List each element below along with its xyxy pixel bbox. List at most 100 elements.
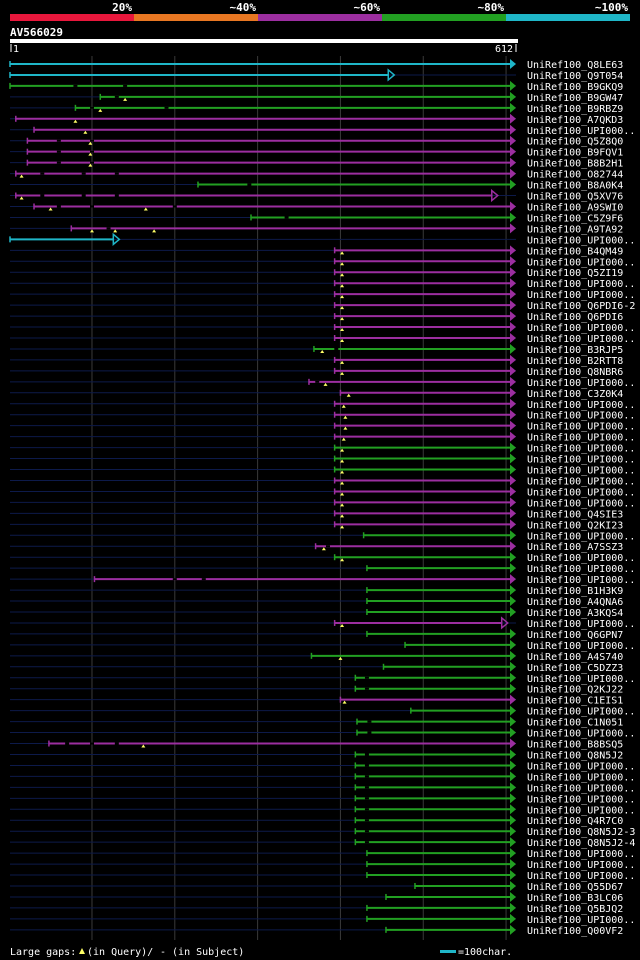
hit-label[interactable]: UniRef100_Q00VF2 (527, 926, 623, 937)
hit-row[interactable]: UniRef100_UPI000.. (10, 552, 635, 564)
hit-label[interactable]: UniRef100_B8A0K4 (527, 181, 623, 192)
hit-label[interactable]: UniRef100_UPI000.. (527, 455, 635, 466)
hit-label[interactable]: UniRef100_UPI000.. (527, 323, 635, 334)
hit-label[interactable]: UniRef100_A4QNA6 (527, 597, 623, 608)
hit-row[interactable]: UniRef100_Q4R7C0 (10, 815, 623, 827)
hit-row[interactable]: UniRef100_O82744 (10, 168, 623, 181)
hit-label[interactable]: UniRef100_A4S740 (527, 652, 623, 663)
hit-row[interactable]: UniRef100_UPI000.. (10, 616, 635, 630)
hit-label[interactable]: UniRef100_A3KQS4 (527, 608, 623, 619)
hit-row[interactable]: UniRef100_UPI000.. (10, 376, 635, 389)
hit-row[interactable]: UniRef100_UPI000.. (10, 639, 635, 652)
hit-row[interactable]: UniRef100_Q8NBR6 (10, 365, 623, 378)
hit-row[interactable]: UniRef100_UPI000.. (10, 333, 635, 345)
hit-label[interactable]: UniRef100_UPI000.. (527, 729, 635, 740)
hit-label[interactable]: UniRef100_Q4SIE3 (527, 509, 623, 520)
hit-label[interactable]: UniRef100_UPI000.. (527, 487, 635, 498)
hit-row[interactable]: UniRef100_C5DZZ3 (10, 661, 623, 674)
hit-label[interactable]: UniRef100_Q5ZI19 (527, 268, 623, 279)
hit-label[interactable]: UniRef100_Q5XV76 (527, 192, 623, 203)
hit-row[interactable]: UniRef100_UPI000.. (10, 409, 635, 422)
hit-row[interactable]: UniRef100_A4S740 (10, 650, 623, 663)
hit-row[interactable]: UniRef100_UPI000.. (10, 848, 635, 860)
hit-row[interactable]: UniRef100_A7QKD3 (10, 113, 623, 126)
hit-label[interactable]: UniRef100_UPI000.. (527, 378, 635, 389)
hit-label[interactable]: UniRef100_UPI000.. (527, 860, 635, 871)
hit-label[interactable]: UniRef100_UPI000.. (527, 290, 635, 301)
hit-label[interactable]: UniRef100_C5Z9F6 (527, 213, 623, 224)
hit-row[interactable]: UniRef100_B8B2H1 (10, 157, 623, 170)
hit-label[interactable]: UniRef100_UPI000.. (527, 575, 635, 586)
hit-label[interactable]: UniRef100_UPI000.. (527, 466, 635, 477)
hit-label[interactable]: UniRef100_UPI000.. (527, 564, 635, 575)
hit-label[interactable]: UniRef100_UPI000.. (527, 619, 635, 630)
hit-label[interactable]: UniRef100_UPI000.. (527, 531, 635, 542)
hit-row[interactable]: UniRef100_B3LC06 (10, 891, 623, 904)
hit-row[interactable]: UniRef100_UPI000.. (10, 322, 635, 334)
hit-label[interactable]: UniRef100_UPI000.. (527, 641, 635, 652)
hit-label[interactable]: UniRef100_C3Z0K4 (527, 389, 623, 400)
hit-row[interactable]: UniRef100_B8BSQ5 (10, 738, 623, 751)
hit-label[interactable]: UniRef100_UPI000.. (527, 411, 635, 422)
hit-label[interactable]: UniRef100_B4QM49 (527, 246, 623, 257)
hit-row[interactable]: UniRef100_UPI000.. (10, 705, 635, 718)
hit-row[interactable]: UniRef100_UPI000.. (9, 232, 635, 246)
hit-label[interactable]: UniRef100_Q4R7C0 (527, 816, 623, 827)
hit-label[interactable]: UniRef100_Q8NBR6 (527, 367, 623, 378)
hit-row[interactable]: UniRef100_A7SSZ3 (10, 541, 623, 553)
hit-label[interactable]: UniRef100_A9TA92 (527, 224, 623, 235)
hit-label[interactable]: UniRef100_Q8N5J2-4 (527, 838, 635, 849)
hit-row[interactable]: UniRef100_B4QM49 (10, 245, 623, 257)
hit-row[interactable]: UniRef100_UPI000.. (10, 278, 635, 290)
hit-label[interactable]: UniRef100_UPI000.. (527, 444, 635, 455)
hit-row[interactable]: UniRef100_UPI000.. (10, 398, 635, 411)
hit-label[interactable]: UniRef100_B9GKQ9 (527, 82, 623, 93)
hit-row[interactable]: UniRef100_Q8N5J2 (10, 749, 623, 761)
hit-label[interactable]: UniRef100_UPI000.. (527, 805, 635, 816)
hit-label[interactable]: UniRef100_B8B2H1 (527, 159, 623, 170)
hit-label[interactable]: UniRef100_UPI000.. (527, 674, 635, 685)
hit-row[interactable]: UniRef100_UPI000.. (10, 420, 635, 433)
hit-row[interactable]: UniRef100_Q8LE63 (9, 59, 623, 71)
hit-row[interactable]: UniRef100_Q5ZI19 (10, 267, 623, 279)
hit-row[interactable]: UniRef100_B9FQV1 (10, 146, 623, 159)
hit-label[interactable]: UniRef100_UPI000.. (527, 783, 635, 794)
hit-row[interactable]: UniRef100_Q5Z8Q0 (10, 135, 623, 148)
hit-label[interactable]: UniRef100_B9RBZ9 (527, 104, 623, 115)
hit-label[interactable]: UniRef100_UPI000.. (527, 498, 635, 509)
hit-label[interactable]: UniRef100_Q5BJQ2 (527, 904, 623, 915)
hit-row[interactable]: UniRef100_UPI000.. (10, 804, 635, 816)
hit-label[interactable]: UniRef100_B2RTT8 (527, 356, 623, 367)
hit-label[interactable]: UniRef100_UPI000.. (527, 871, 635, 882)
hit-label[interactable]: UniRef100_UPI000.. (527, 433, 635, 444)
hit-row[interactable]: UniRef100_B9RBZ9 (10, 102, 623, 115)
hit-row[interactable]: UniRef100_UPI000.. (10, 760, 635, 772)
hit-row[interactable]: UniRef100_UPI000.. (10, 913, 635, 926)
hit-row[interactable]: UniRef100_UPI000.. (10, 574, 635, 586)
hit-row[interactable]: UniRef100_UPI000.. (10, 782, 635, 794)
hit-label[interactable]: UniRef100_UPI000.. (527, 235, 635, 246)
hit-label[interactable]: UniRef100_UPI000.. (527, 915, 635, 926)
hit-label[interactable]: UniRef100_Q2KI23 (527, 520, 623, 531)
hit-row[interactable]: UniRef100_B8A0K4 (10, 179, 623, 192)
hit-row[interactable]: UniRef100_Q5XV76 (10, 188, 623, 203)
hit-row[interactable]: UniRef100_UPI000.. (10, 771, 635, 783)
hit-row[interactable]: UniRef100_A9SWI0 (10, 201, 623, 213)
hit-row[interactable]: UniRef100_A9TA92 (10, 223, 623, 235)
hit-row[interactable]: UniRef100_UPI000.. (10, 727, 635, 740)
hit-label[interactable]: UniRef100_Q55D67 (527, 882, 623, 893)
hit-row[interactable]: UniRef100_UPI000.. (10, 563, 635, 575)
hit-row[interactable]: UniRef100_UPI000.. (10, 486, 635, 498)
hit-label[interactable]: UniRef100_UPI000.. (527, 400, 635, 411)
hit-row[interactable]: UniRef100_Q00VF2 (10, 924, 623, 937)
hit-row[interactable]: UniRef100_UPI000.. (10, 442, 635, 455)
hit-row[interactable]: UniRef100_Q8N5J2-4 (10, 837, 635, 849)
hit-row[interactable]: UniRef100_UPI000.. (10, 431, 635, 444)
hit-label[interactable]: UniRef100_Q8LE63 (527, 60, 623, 71)
hit-row[interactable]: UniRef100_UPI000.. (10, 124, 635, 137)
hit-row[interactable]: UniRef100_Q6PDI6-2 (10, 300, 635, 312)
hit-row[interactable]: UniRef100_Q6PDI6 (10, 311, 623, 323)
hit-row[interactable]: UniRef100_B2RTT8 (10, 354, 623, 367)
hit-label[interactable]: UniRef100_B3LC06 (527, 893, 623, 904)
hit-label[interactable]: UniRef100_UPI000.. (527, 849, 635, 860)
